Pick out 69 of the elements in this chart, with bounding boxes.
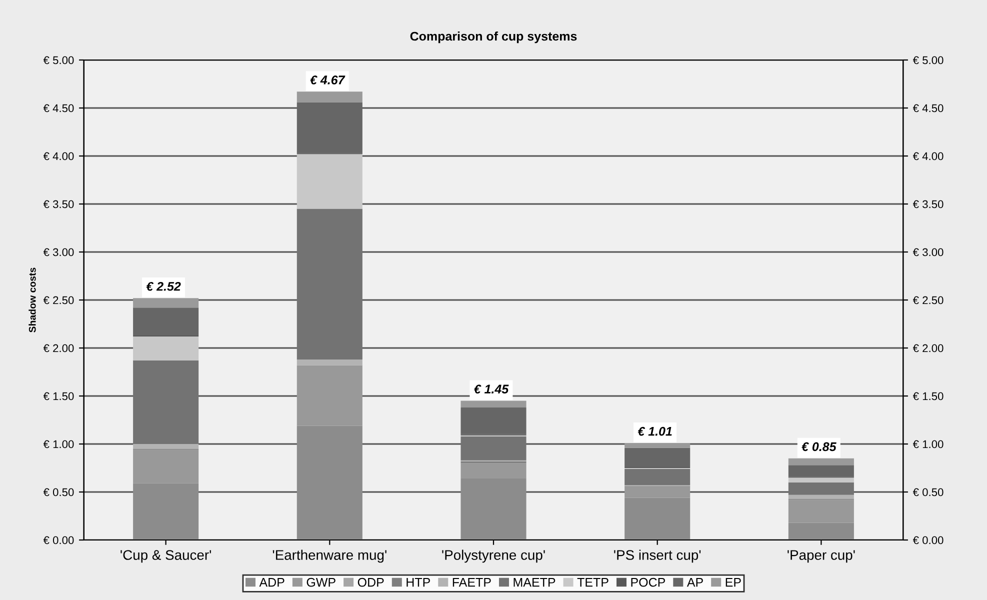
bar: [133, 450, 199, 484]
bar: [788, 500, 854, 523]
bar: [133, 444, 199, 449]
total-label: € 0.85: [802, 442, 836, 452]
y2-tick-label: € 2.00: [912, 344, 944, 352]
bar: [460, 463, 526, 479]
bar: [133, 483, 199, 540]
legend-label: HTP: [406, 578, 430, 587]
legend-label: TETP: [577, 578, 608, 587]
bar: [296, 360, 362, 366]
bar: [296, 208, 362, 360]
bar: [460, 436, 526, 460]
bar: [296, 102, 362, 154]
y-tick-label: € 1.50: [43, 392, 74, 400]
y2-tick-label: € 1.00: [912, 440, 944, 448]
y2-tick-label: € 4.50: [912, 104, 944, 112]
x-tick-label: 'Cup & Saucer': [120, 550, 212, 563]
bar: [788, 482, 854, 495]
y-tick-label: € 2.00: [43, 344, 74, 352]
y-tick-label: € 2.50: [43, 296, 74, 304]
bar: [296, 154, 362, 209]
legend-label: AP: [686, 578, 703, 587]
y-axis-title: Shadow costs: [28, 268, 36, 332]
total-label: € 1.45: [474, 384, 509, 394]
x-tick-label: 'Earthenware mug': [272, 550, 386, 563]
bar: [624, 487, 690, 498]
x-tick-label: 'Paper cup': [788, 550, 855, 563]
legend-label: FAETP: [452, 578, 491, 587]
y2-tick-label: € 3.00: [912, 248, 944, 256]
bar: [624, 498, 690, 540]
y-tick-label: € 3.00: [43, 248, 74, 256]
y2-tick-label: € 0.50: [912, 488, 944, 496]
legend-label: ADP: [259, 578, 284, 587]
y-tick-label: € 0.50: [43, 488, 74, 496]
bar: [788, 478, 854, 482]
total-label: € 2.52: [146, 282, 181, 291]
x-tick-label: 'Polystyrene cup': [442, 550, 545, 563]
y-tick-label: € 0.00: [43, 536, 74, 544]
y2-tick-label: € 2.50: [912, 296, 944, 304]
bar: [624, 443, 690, 448]
bar: [133, 336, 199, 360]
total-label: € 4.67: [310, 76, 346, 84]
bar: [296, 365, 362, 426]
y2-tick-label: € 3.50: [912, 200, 944, 208]
bar: [133, 308, 199, 336]
y-tick-label: € 4.50: [43, 104, 74, 112]
legend-label: MAETP: [514, 578, 556, 587]
y2-tick-label: € 4.00: [912, 152, 944, 160]
bar: [788, 465, 854, 477]
legend-label: EP: [726, 578, 741, 587]
bar: [133, 360, 199, 444]
total-label: € 1.01: [638, 426, 672, 436]
bar: [460, 408, 526, 434]
bar: [788, 522, 854, 540]
y2-tick-label: € 5.00: [912, 56, 944, 64]
chart-title: Comparison of cup systems: [410, 31, 577, 44]
bar: [788, 494, 854, 499]
y2-tick-label: € 1.50: [912, 392, 944, 400]
legend-label: POCP: [631, 578, 665, 587]
bar: [460, 478, 526, 540]
y-tick-label: € 3.50: [43, 200, 74, 208]
bar: [296, 426, 362, 540]
y-tick-label: € 5.00: [43, 56, 74, 64]
legend-label: ODP: [358, 578, 384, 587]
y2-tick-label: € 0.00: [912, 536, 944, 544]
y-tick-label: € 4.00: [43, 152, 74, 160]
legend-label: GWP: [306, 578, 336, 587]
x-tick-label: 'PS insert cup': [614, 550, 701, 563]
y-tick-label: € 1.00: [43, 440, 74, 448]
